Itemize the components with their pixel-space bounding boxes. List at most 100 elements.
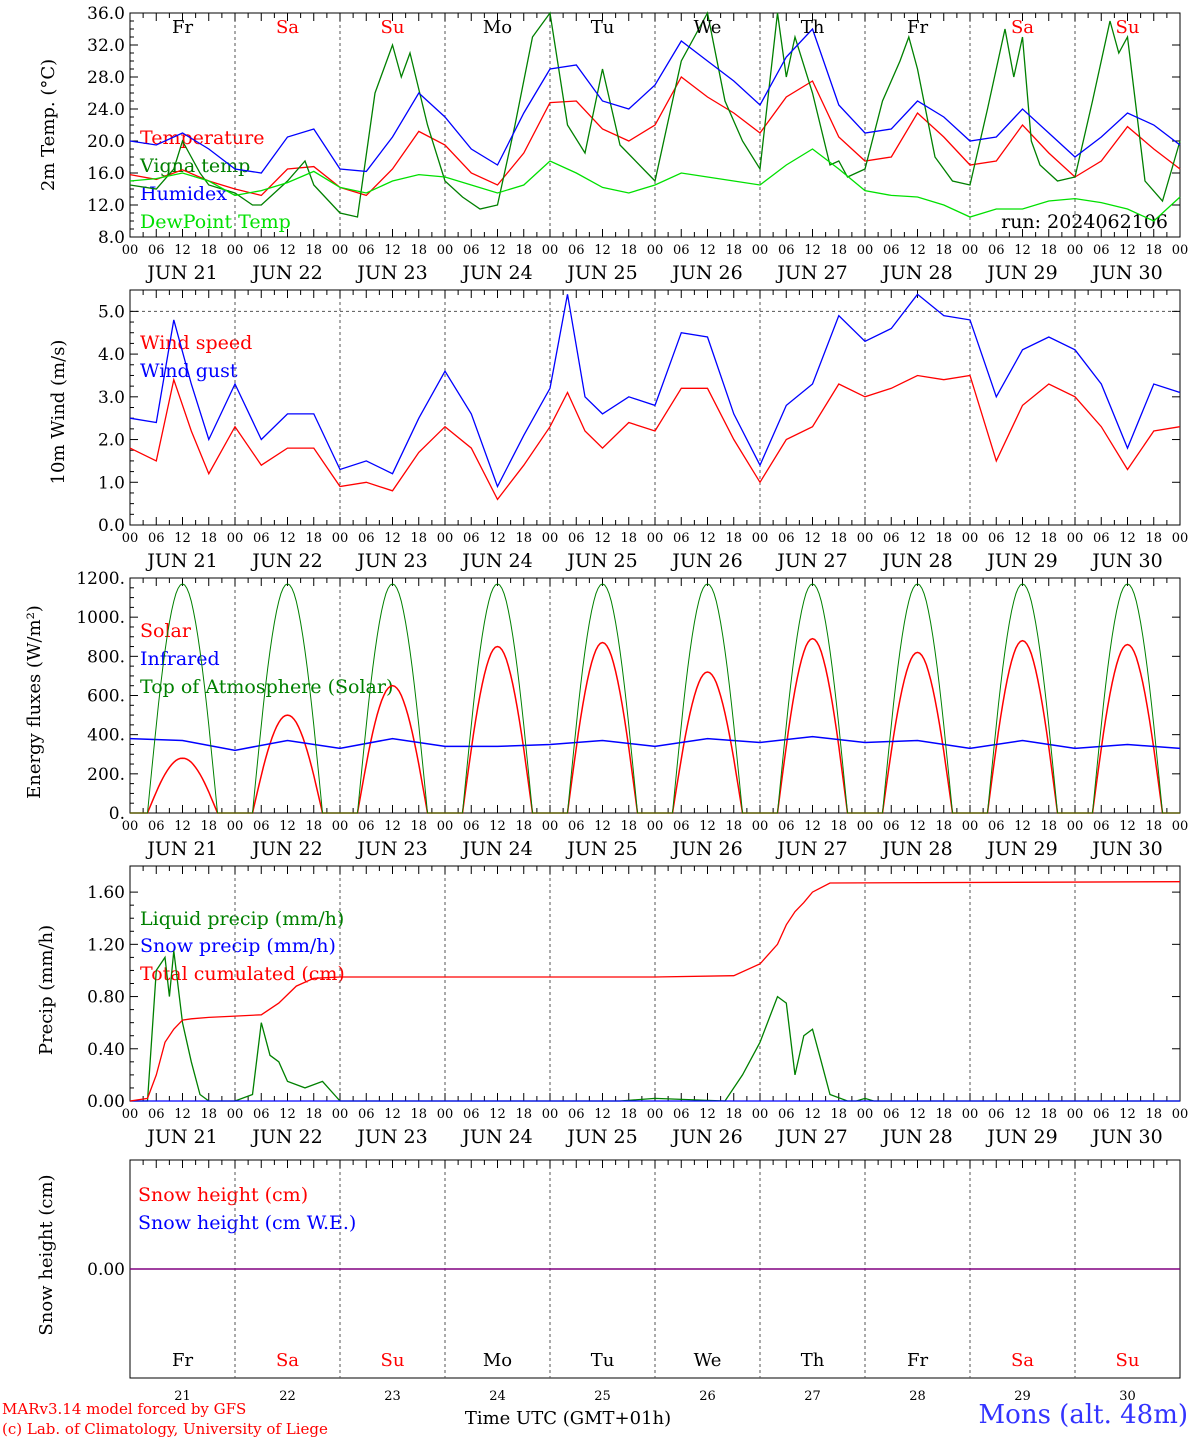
x-date-label: JUN 24 — [460, 1126, 532, 1148]
x-hour-label: 12 — [804, 1107, 821, 1122]
y-tick-label: 2.0 — [98, 431, 125, 451]
legend-wind-gust: Wind gust — [140, 360, 238, 382]
x-hour-label: 00 — [857, 819, 874, 834]
x-hour-label: 00 — [122, 1107, 139, 1122]
x-hour-label: 18 — [830, 819, 847, 834]
x-hour-label: 06 — [463, 819, 480, 834]
date-number-label: 22 — [279, 1389, 296, 1404]
x-hour-label: 12 — [384, 531, 401, 546]
y-tick-label: 1000. — [76, 608, 125, 628]
x-hour-label: 00 — [752, 1107, 769, 1122]
x-hour-label: 06 — [148, 243, 165, 258]
x-hour-label: 12 — [1119, 243, 1136, 258]
x-hour-label: 00 — [437, 1107, 454, 1122]
y-tick-label: 4.0 — [98, 345, 125, 365]
x-hour-label: 00 — [227, 243, 244, 258]
x-hour-label: 00 — [1172, 531, 1189, 546]
x-hour-label: 06 — [1093, 819, 1110, 834]
x-hour-label: 12 — [1119, 1107, 1136, 1122]
x-hour-label: 12 — [804, 531, 821, 546]
x-hour-label: 00 — [1067, 243, 1084, 258]
x-hour-label: 12 — [804, 243, 821, 258]
x-hour-label: 18 — [410, 819, 427, 834]
x-hour-label: 06 — [463, 531, 480, 546]
x-date-label: JUN 29 — [985, 262, 1057, 284]
series-line-liquid-precip-mm-h- — [130, 950, 1180, 1102]
x-hour-label: 12 — [279, 243, 296, 258]
x-hour-label: 06 — [778, 243, 795, 258]
panel-0-plot: 8.0 12.0 16.0 20.0 24.0 28.0 32.0 36.0 00 06 12 18 J… — [87, 4, 1188, 284]
x-hour-label: 18 — [1040, 531, 1057, 546]
x-date-label: JUN 21 — [145, 550, 217, 572]
series-line-infrared — [129, 735, 1181, 752]
x-hour-label: 12 — [489, 1107, 506, 1122]
x-hour-label: 00 — [332, 531, 349, 546]
x-hour-label: 18 — [515, 819, 532, 834]
x-hour-label: 00 — [962, 243, 979, 258]
y-tick-label: 36.0 — [87, 4, 125, 24]
day-label: Mo — [483, 17, 512, 38]
legend-snow-height: Snow height (cm) — [138, 1184, 308, 1206]
x-hour-label: 18 — [1145, 243, 1162, 258]
x-hour-label: 12 — [174, 1107, 191, 1122]
legend-humidex: Humidex — [140, 183, 227, 205]
y-tick-label: 24.0 — [87, 100, 125, 120]
legend-infrared: Infrared — [140, 648, 220, 670]
legend-total-cumulated: Total cumulated (cm) — [140, 963, 345, 985]
x-hour-label: 00 — [542, 1107, 559, 1122]
x-date-label: JUN 25 — [565, 838, 637, 860]
series-line-wind-gust — [129, 293, 1181, 489]
x-hour-label: 06 — [1093, 531, 1110, 546]
y-tick-label: 5.0 — [98, 302, 125, 322]
day-label: Tu — [591, 17, 615, 38]
series-line-vigna-temp — [129, 11, 1181, 218]
x-hour-label: 18 — [1145, 531, 1162, 546]
x-hour-label: 12 — [1014, 1107, 1031, 1122]
y-tick-label: 0. — [109, 804, 125, 824]
x-hour-label: 18 — [515, 243, 532, 258]
date-number-label: 28 — [909, 1389, 926, 1404]
panel-wind: 10m Wind (m/s) Wind speed Wind gust — [48, 332, 252, 484]
x-hour-label: 12 — [174, 819, 191, 834]
x-hour-label: 12 — [804, 819, 821, 834]
y-tick-label: 1.0 — [98, 473, 125, 493]
day-label: Fr — [172, 1350, 193, 1371]
x-hour-label: 18 — [725, 243, 742, 258]
legend-liquid-precip: Liquid precip (mm/h) — [140, 908, 344, 930]
x-hour-label: 18 — [1145, 819, 1162, 834]
x-hour-label: 12 — [699, 531, 716, 546]
legend-vigna-temp: Vigna temp — [139, 155, 250, 177]
x-hour-label: 06 — [253, 1107, 270, 1122]
y-tick-label: 8.0 — [98, 228, 125, 248]
y-tick-label: 600. — [87, 687, 125, 707]
series-line-top-of-atmosphere-solar- — [130, 583, 1180, 814]
x-hour-label: 18 — [935, 1107, 952, 1122]
x-date-label: JUN 27 — [775, 550, 847, 572]
date-number-label: 24 — [489, 1389, 506, 1404]
x-hour-label: 00 — [332, 243, 349, 258]
x-date-label: JUN 22 — [250, 262, 322, 284]
date-number-label: 29 — [1014, 1389, 1031, 1404]
x-hour-label: 06 — [1093, 1107, 1110, 1122]
x-hour-label: 12 — [489, 243, 506, 258]
x-hour-label: 06 — [778, 1107, 795, 1122]
x-date-label: JUN 22 — [250, 838, 322, 860]
x-hour-label: 06 — [358, 243, 375, 258]
x-hour-label: 18 — [935, 531, 952, 546]
x-hour-label: 18 — [620, 819, 637, 834]
x-date-label: JUN 29 — [985, 1126, 1057, 1148]
x-hour-label: 06 — [778, 531, 795, 546]
x-date-label: JUN 21 — [145, 1126, 217, 1148]
series-line-temperature — [129, 76, 1181, 197]
panel-snow: Snow height (cm) Snow height (cm) Snow h… — [36, 1174, 356, 1335]
day-label: We — [694, 17, 722, 38]
x-hour-label: 06 — [253, 531, 270, 546]
x-hour-label: 06 — [673, 1107, 690, 1122]
x-hour-label: 18 — [725, 819, 742, 834]
day-label: Su — [1116, 17, 1140, 38]
legend-snow-height-we: Snow height (cm W.E.) — [138, 1212, 356, 1234]
x-hour-label: 00 — [752, 531, 769, 546]
x-hour-label: 12 — [699, 819, 716, 834]
y-tick-label: 800. — [87, 647, 125, 667]
